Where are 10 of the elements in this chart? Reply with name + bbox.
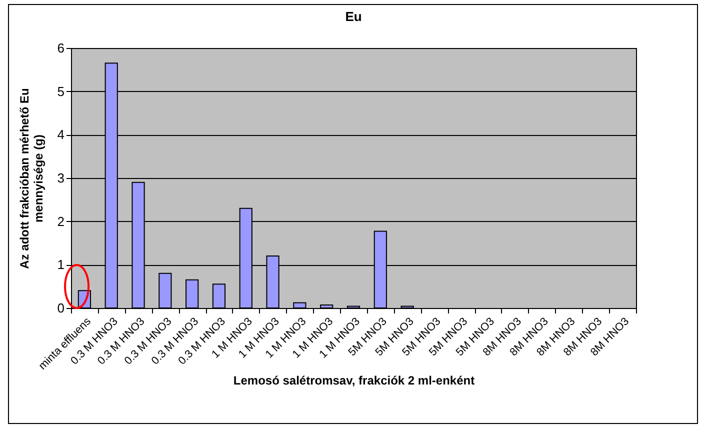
x-axis-title: Lemosó salétromsav, frakciók 2 ml-enként: [233, 374, 475, 388]
y-tick-label: 5: [57, 84, 64, 99]
chart-title: Eu: [345, 9, 362, 24]
y-tick-label: 0: [57, 300, 64, 316]
y-axis-title: Az adott frakcióban mérhető Eu mennyisége (g): [17, 88, 46, 269]
y-tick-label: 4: [57, 127, 64, 142]
y-tick-label: 2: [57, 214, 64, 229]
y-tick-label: 3: [57, 170, 64, 186]
y-tick-label: 6: [57, 40, 64, 56]
y-tick-label: 1: [57, 257, 64, 272]
